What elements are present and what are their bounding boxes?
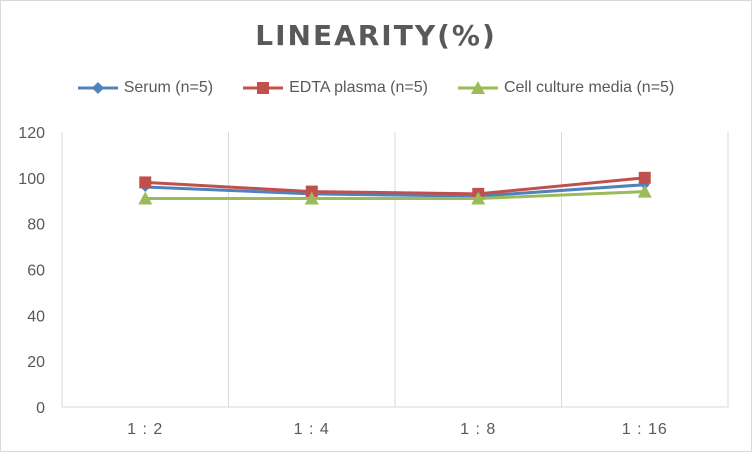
- y-tick-label: 120: [18, 125, 45, 142]
- legend-marker-cell-culture: [470, 81, 485, 94]
- x-tick-label: 1 : 8: [460, 421, 496, 438]
- series-line-0: [145, 183, 645, 198]
- data-point-triangle: [637, 184, 652, 198]
- x-tick-label: 1 : 2: [127, 421, 163, 438]
- legend-swatch-serum: [77, 82, 118, 94]
- legend: Serum (n=5) EDTA plasma (n=5) Cell cultu…: [1, 79, 751, 97]
- chart-title: LINEARITY(%): [255, 19, 497, 52]
- x-tick-label: 1 : 4: [294, 421, 330, 438]
- y-tick-label: 100: [18, 171, 45, 188]
- x-tick-label: 1 : 16: [622, 421, 668, 438]
- y-tick-label: 60: [27, 263, 45, 280]
- legend-marker-edta: [257, 82, 270, 94]
- legend-label-cell-culture: Cell culture media (n=5): [503, 79, 675, 96]
- y-tick-label: 20: [27, 354, 45, 371]
- legend-label-edta: EDTA plasma (n=5): [289, 79, 428, 96]
- y-tick-label: 80: [27, 217, 45, 234]
- data-point-square: [139, 176, 152, 189]
- y-tick-label: 40: [27, 308, 45, 325]
- legend-item-cell-culture: Cell culture media (n=5): [457, 79, 675, 97]
- legend-item-edta: EDTA plasma (n=5): [243, 79, 428, 97]
- series-line-2: [145, 190, 645, 200]
- legend-marker-serum: [91, 82, 104, 94]
- legend-swatch-edta: [243, 82, 284, 94]
- legend-label-serum: Serum (n=5): [123, 79, 214, 96]
- legend-swatch-cell-culture: [457, 81, 498, 94]
- legend-item-serum: Serum (n=5): [77, 79, 214, 97]
- y-tick-label: 0: [36, 400, 45, 417]
- data-point-triangle: [138, 191, 153, 205]
- data-point-square: [638, 171, 651, 184]
- data-point-triangle: [471, 191, 486, 205]
- data-point-triangle: [304, 191, 319, 205]
- series-line-1: [145, 176, 645, 196]
